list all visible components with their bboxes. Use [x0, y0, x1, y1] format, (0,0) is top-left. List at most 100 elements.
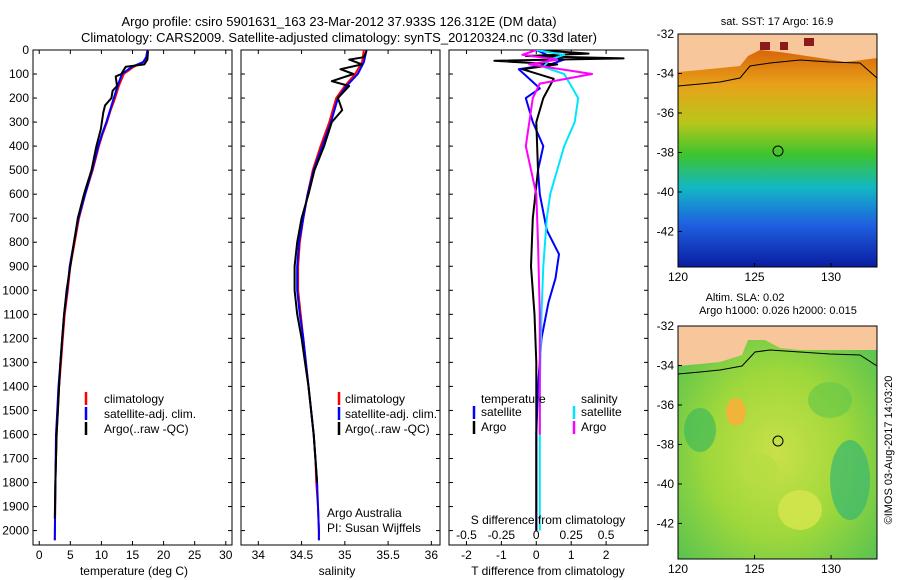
depth-tick-label: 600 — [9, 187, 29, 201]
header-subtitle: Climatology: CARS2009. Satellite-adjuste… — [81, 30, 597, 45]
legend-temperature-title: temperature — [481, 392, 546, 406]
argo-float-marker — [772, 145, 784, 157]
sst-land — [678, 34, 877, 72]
series-line-argo-raw-qc — [53, 51, 149, 519]
x-tick-label: 15 — [126, 548, 140, 562]
lat-tick-label: -38 — [657, 437, 675, 451]
top-x-tick-label: -0.25 — [488, 528, 516, 542]
sla-map-title: Altim. SLA: 0.02 — [706, 292, 785, 304]
depth-tick-label: 500 — [9, 163, 29, 177]
depth-tick-label: 300 — [9, 115, 29, 129]
sla-anomaly — [742, 454, 778, 486]
sla-land — [678, 326, 877, 366]
top-x-tick-label: -0.5 — [456, 528, 477, 542]
top-x-tick-label: 0 — [533, 528, 540, 542]
legend-argo-label: Argo(..raw -QC) — [104, 422, 189, 436]
lon-tick-label: 120 — [668, 270, 688, 284]
x-tick-label: 36 — [425, 548, 439, 562]
salinity-annotation-line1: Argo Australia — [327, 506, 402, 520]
difference-chart: -2 -1 0 1 2 -0.5 -0.25 0 0.25 0.5 — [456, 50, 625, 562]
legend-argo-label: Argo(..raw -QC) — [345, 422, 430, 436]
x-tick-label: 1 — [568, 548, 575, 562]
lat-tick-label: -34 — [657, 358, 675, 372]
lat-tick-label: -36 — [657, 398, 675, 412]
legend-temp-satellite-label: satellite — [481, 405, 522, 419]
depth-tick-label: 800 — [9, 235, 29, 249]
salinity-chart: 34 34.5 35 35.5 36 — [252, 50, 439, 562]
sst-cloud-patch — [780, 42, 788, 50]
sla-anomaly — [830, 440, 870, 520]
x-tick-label: 10 — [95, 548, 109, 562]
sst-map — [677, 33, 878, 268]
depth-tick-label: 400 — [9, 139, 29, 153]
x-tick-label: 0 — [36, 548, 43, 562]
x-tick-label: 25 — [188, 548, 202, 562]
sst-cloud-patch — [804, 38, 814, 46]
sla-anomaly — [684, 408, 716, 452]
lat-tick-label: -32 — [657, 319, 675, 333]
depth-tick-label: 1100 — [3, 307, 29, 321]
sst-cloud-patch — [760, 42, 770, 50]
legend-sal-argo-label: Argo — [581, 420, 607, 434]
sla-anomaly — [808, 382, 852, 418]
top-x-tick-label: 0.25 — [560, 528, 584, 542]
difference-panel-frame — [448, 49, 649, 546]
series-line-salinity-satellite — [536, 50, 580, 531]
legend-sal-satellite-label: satellite — [581, 405, 622, 419]
x-tick-label: 20 — [157, 548, 171, 562]
lat-tick-label: -36 — [657, 106, 675, 120]
sst-map-title: sat. SST: 17 Argo: 16.9 — [721, 16, 834, 28]
salinity-xlabel: salinity — [319, 564, 356, 578]
sla-anomaly — [778, 490, 822, 530]
sla-map-subtitle: Argo h1000: 0.026 h2000: 0.015 — [699, 305, 857, 317]
x-tick-label: 34 — [252, 548, 266, 562]
lat-tick-label: -42 — [657, 224, 675, 238]
legend-satellite-label: satellite-adj. clim. — [345, 407, 437, 421]
depth-tick-label: 0 — [22, 43, 29, 57]
x-tick-label: -1 — [496, 548, 507, 562]
depth-tick-label: 1600 — [2, 427, 29, 441]
x-tick-label: 34.5 — [290, 548, 314, 562]
series-group — [293, 50, 368, 541]
lat-tick-label: -34 — [657, 66, 675, 80]
lon-tick-label: 125 — [745, 562, 765, 576]
salinity-legend: climatology satellite-adj. clim. Argo(..… — [337, 392, 437, 436]
x-tick-label: 0 — [533, 548, 540, 562]
x-tick-label: 35 — [338, 548, 352, 562]
header-title: Argo profile: csiro 5901631_163 23-Mar-2… — [121, 14, 556, 29]
depth-tick-label: 200 — [9, 91, 29, 105]
series-group — [493, 50, 625, 531]
temperature-xlabel: temperature (deg C) — [80, 564, 188, 578]
sla-contour — [677, 349, 878, 375]
legend-climatology-label: climatology — [345, 392, 405, 406]
depth-tick-label: 100 — [9, 67, 29, 81]
lon-tick-label: 120 — [668, 562, 688, 576]
argo-float-marker — [772, 435, 784, 447]
top-x-tick-label: 0.5 — [598, 528, 615, 542]
sst-map-axes: -32 -34 -36 -38 -40 -42 120 125 130 — [657, 27, 842, 284]
sla-anomaly — [726, 398, 746, 426]
salinity-annotation-line2: PI: Susan Wijffels — [327, 521, 421, 535]
legend-salinity-title: salinity — [581, 392, 618, 406]
sla-map-frame — [677, 325, 878, 560]
depth-tick-label: 700 — [9, 211, 29, 225]
depth-tick-label: 900 — [9, 259, 29, 273]
temperature-panel-frame — [32, 49, 233, 546]
x-tick-label: 30 — [219, 548, 233, 562]
depth-tick-label: 2000 — [2, 524, 29, 538]
depth-tick-label: 1000 — [2, 283, 29, 297]
legend-satellite-label: satellite-adj. clim. — [104, 407, 196, 421]
depth-tick-label: 1500 — [2, 403, 29, 417]
lat-tick-label: -32 — [657, 27, 675, 41]
depth-tick-label: 1300 — [2, 355, 29, 369]
series-line-argo — [493, 50, 625, 531]
lat-tick-label: -42 — [657, 516, 675, 530]
sla-map-axes: -32 -34 -36 -38 -40 -42 120 125 130 — [657, 319, 842, 576]
series-group — [53, 50, 149, 541]
x-tick-label: 2 — [603, 548, 610, 562]
imos-credit: ©IMOS 03-Aug-2017 14:03:20 — [883, 376, 895, 525]
lon-tick-label: 130 — [821, 270, 841, 284]
lat-tick-label: -38 — [657, 145, 675, 159]
depth-axis: 0 100 200 300 400 500 600 700 800 900 1000 1100 1200… — [2, 43, 648, 538]
